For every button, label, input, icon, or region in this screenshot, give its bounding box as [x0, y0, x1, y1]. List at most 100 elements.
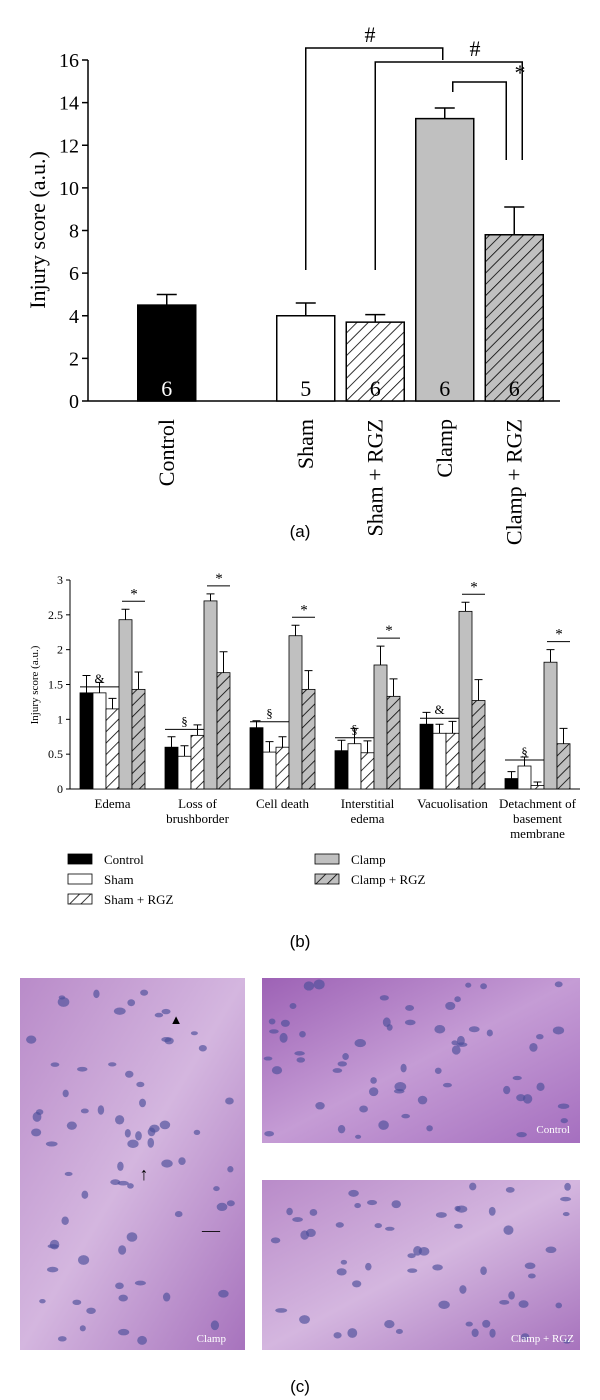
bar	[275, 746, 290, 790]
bar	[288, 635, 303, 790]
nucleus	[270, 1237, 281, 1244]
nucleus	[426, 1125, 433, 1132]
bar	[137, 304, 197, 402]
significance-label: §	[351, 722, 358, 737]
nucleus	[117, 1161, 124, 1171]
legend-swatch	[67, 873, 93, 885]
nucleus	[454, 996, 461, 1003]
nucleus	[354, 1202, 362, 1209]
nucleus	[264, 1130, 275, 1137]
nucleus	[332, 1068, 343, 1073]
error-bar	[108, 697, 117, 709]
bar	[164, 746, 179, 790]
nucleus	[57, 1336, 67, 1342]
legend-label: Sham	[104, 872, 134, 887]
bar	[203, 600, 218, 790]
nucleus	[368, 1087, 379, 1097]
nucleus	[562, 1212, 570, 1217]
error-bar	[376, 645, 385, 665]
bar	[360, 752, 375, 790]
bar	[530, 785, 545, 790]
nucleus	[125, 1070, 134, 1078]
nucleus	[555, 1302, 563, 1309]
bar	[216, 672, 231, 790]
micrograph	[262, 978, 580, 1143]
nucleus	[225, 1097, 234, 1105]
nucleus	[80, 1108, 89, 1114]
y-tick-label: 6	[69, 263, 79, 285]
bar	[131, 688, 146, 790]
image-marker: —	[201, 1220, 221, 1240]
image-caption: Control	[536, 1124, 570, 1136]
bar	[373, 664, 388, 790]
nucleus	[279, 1032, 288, 1043]
bar	[249, 727, 264, 790]
nucleus	[348, 1189, 359, 1197]
nucleus	[516, 1131, 527, 1138]
x-tick-label: Sham	[293, 419, 318, 469]
y-tick-label: 4	[69, 306, 79, 328]
error-bar	[520, 756, 529, 767]
error-bar	[546, 649, 555, 663]
bar	[543, 661, 558, 790]
error-bar	[219, 651, 228, 673]
error-bar	[365, 313, 386, 323]
bar	[190, 734, 205, 790]
nucleus	[480, 983, 487, 990]
nucleus	[400, 1063, 407, 1073]
nucleus	[140, 989, 149, 996]
nucleus	[32, 1111, 42, 1122]
nucleus	[520, 1333, 530, 1341]
nucleus	[404, 1019, 416, 1026]
nucleus	[50, 1062, 60, 1067]
nucleus	[115, 1282, 124, 1290]
nucleus	[529, 1042, 538, 1052]
nucleus	[136, 1081, 145, 1088]
nucleus	[524, 1262, 536, 1270]
y-tick-label: 0	[69, 391, 79, 413]
bar	[415, 117, 475, 402]
error-bar	[265, 741, 274, 753]
nucleus	[213, 1186, 220, 1192]
bar	[79, 692, 94, 790]
y-tick-label: 8	[69, 221, 79, 243]
nucleus	[413, 1245, 422, 1256]
nucleus	[275, 1308, 288, 1313]
bar	[504, 778, 519, 790]
nucleus	[299, 1315, 310, 1324]
nucleus	[355, 1134, 362, 1139]
nucleus	[57, 997, 70, 1007]
nucleus	[391, 1200, 401, 1209]
error-bar	[167, 736, 176, 748]
nucleus	[560, 1196, 572, 1202]
nucleus	[471, 1328, 479, 1338]
nucleus	[465, 1321, 473, 1327]
nucleus	[508, 1291, 515, 1300]
error-bar	[434, 107, 455, 119]
nucleus	[545, 1246, 557, 1254]
nucleus	[552, 1026, 565, 1035]
x-tick-label: Control	[154, 419, 179, 486]
error-bar	[304, 670, 313, 690]
significance-bracket	[305, 47, 444, 270]
nucleus	[417, 1095, 428, 1105]
nucleus	[465, 982, 472, 988]
nucleus	[268, 1018, 276, 1025]
bar	[386, 695, 401, 790]
nucleus	[280, 1019, 290, 1027]
nucleus	[286, 1207, 293, 1216]
nucleus	[299, 1030, 306, 1038]
x-tick-label: Clamp	[432, 419, 457, 478]
nucleus	[456, 1042, 468, 1047]
significance-label: §	[181, 713, 188, 728]
nucleus	[161, 1159, 173, 1168]
nucleus	[108, 1062, 117, 1067]
nucleus	[79, 1325, 86, 1332]
nucleus	[335, 1222, 344, 1228]
nucleus	[115, 1115, 125, 1125]
y-tick-label: 10	[59, 178, 79, 200]
legend-swatch	[314, 873, 340, 885]
nucleus	[66, 1121, 77, 1130]
nucleus	[378, 1120, 389, 1130]
nucleus	[365, 1262, 372, 1271]
